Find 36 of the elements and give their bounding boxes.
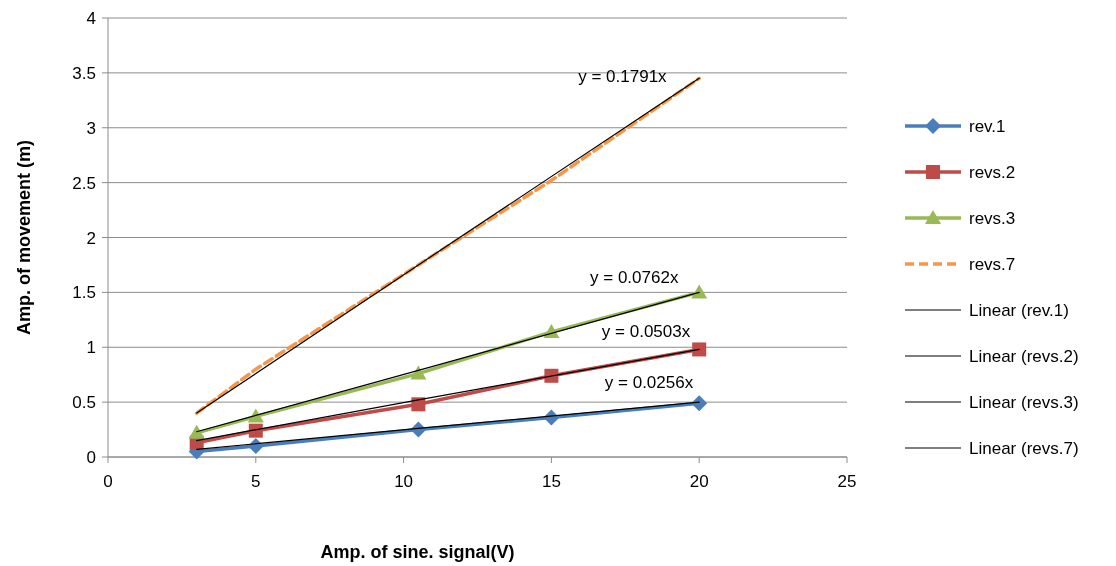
- legend-label: Linear (revs.7): [969, 439, 1079, 458]
- x-tick-label: 5: [251, 472, 261, 491]
- y-axis-title: Amp. of movement (m): [14, 139, 34, 336]
- x-tick-label: 10: [394, 472, 414, 491]
- x-tick-label: 25: [837, 472, 857, 491]
- y-tick-label: 2.5: [72, 173, 96, 193]
- y-tick-label: 1.5: [72, 283, 96, 303]
- y-tick-label: 1: [86, 338, 96, 358]
- legend-label: Linear (revs.3): [969, 393, 1079, 412]
- point: [188, 424, 205, 439]
- x-tick-label: 0: [103, 472, 113, 491]
- annotation: y = 0.0256x: [604, 373, 694, 393]
- point: [692, 342, 707, 357]
- y-tick-label: 3: [86, 118, 96, 138]
- legend-label: Linear (revs.2): [969, 347, 1079, 366]
- x-tick-label: 15: [541, 472, 561, 491]
- legend-label: revs.7: [969, 255, 1016, 274]
- y-tick-label: 4: [86, 9, 96, 28]
- x-tick-label: 20: [689, 472, 709, 491]
- point: [411, 397, 426, 412]
- annotation: y = 0.0503x: [601, 321, 691, 341]
- x-axis-title: Amp. of sine. signal(V): [320, 542, 515, 562]
- y-tick-label: 0.5: [72, 393, 96, 413]
- annotation: y = 0.0762x: [590, 267, 679, 287]
- point: [248, 423, 263, 438]
- y-tick-label: 3.5: [72, 63, 96, 83]
- point: [544, 368, 559, 383]
- legend-label: Linear (rev.1): [969, 301, 1069, 320]
- point: [410, 365, 427, 380]
- point: [691, 395, 708, 412]
- legend-label: rev.1: [969, 117, 1006, 136]
- y-tick-label: 2: [86, 228, 96, 248]
- annotation: y = 0.1791x: [578, 66, 668, 86]
- legend-label: revs.2: [969, 163, 1016, 182]
- y-tick-label: 0: [86, 448, 96, 467]
- legend-label: revs.3: [969, 209, 1016, 228]
